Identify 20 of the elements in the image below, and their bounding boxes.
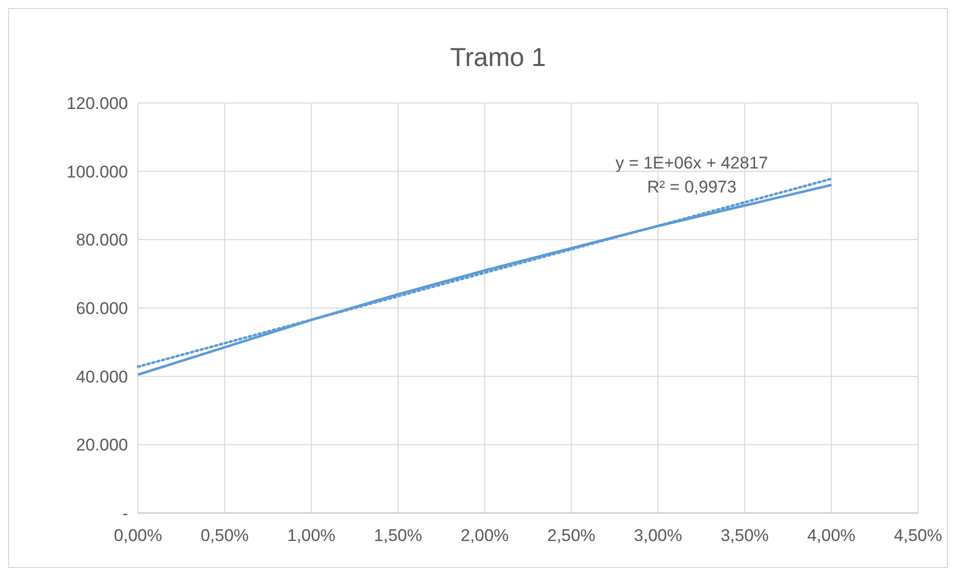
- y-tick-label: 20.000: [76, 436, 128, 455]
- y-tick-label: 80.000: [76, 230, 128, 250]
- x-tick-label: 1,00%: [287, 526, 336, 545]
- annotation: y = 1E+06x + 42817: [615, 154, 768, 173]
- x-tick-label: 2,00%: [460, 526, 509, 545]
- y-tick-label: -: [122, 504, 128, 523]
- x-tick-label: 4,50%: [894, 526, 942, 545]
- annotation: R² = 0,9973: [647, 178, 736, 197]
- chart-title: Tramo 1: [450, 42, 546, 72]
- y-tick-label: 60.000: [76, 299, 128, 318]
- x-tick-label: 2,50%: [547, 526, 596, 545]
- y-tick-label: 40.000: [76, 367, 128, 386]
- x-tick-label: 4,00%: [807, 526, 856, 545]
- x-tick-label: 0,00%: [114, 526, 162, 545]
- y-tick-label: 120.000: [66, 94, 128, 113]
- x-tick-label: 0,50%: [200, 526, 249, 545]
- x-tick-label: 3,50%: [720, 526, 769, 545]
- y-tick-label: 100.000: [66, 162, 128, 182]
- x-tick-label: 1,50%: [374, 526, 422, 545]
- x-tick-label: 3,00%: [634, 526, 682, 545]
